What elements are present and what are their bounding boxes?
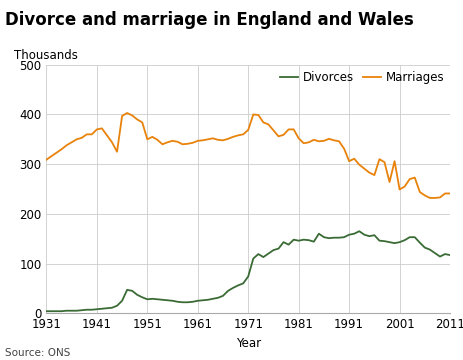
Divorces	[265, 251, 270, 256]
Marriages	[124, 111, 130, 115]
Marriages	[345, 159, 351, 163]
Divorces	[411, 235, 417, 239]
Marriages	[270, 128, 275, 132]
Legend: Divorces, Marriages: Divorces, Marriages	[280, 71, 443, 84]
Marriages	[411, 175, 417, 180]
Divorces	[446, 253, 452, 257]
X-axis label: Year: Year	[235, 337, 260, 350]
Text: Thousands: Thousands	[14, 49, 78, 62]
Divorces	[341, 235, 346, 239]
Text: Source: ONS: Source: ONS	[5, 348, 70, 358]
Marriages	[426, 196, 432, 200]
Divorces	[396, 240, 401, 244]
Divorces	[376, 239, 382, 243]
Marriages	[44, 158, 49, 162]
Line: Divorces: Divorces	[46, 231, 449, 311]
Divorces	[44, 309, 49, 313]
Divorces	[295, 239, 301, 243]
Divorces	[356, 229, 361, 233]
Marriages	[376, 157, 382, 161]
Marriages	[396, 187, 401, 192]
Text: Divorce and marriage in England and Wales: Divorce and marriage in England and Wale…	[5, 11, 413, 29]
Marriages	[300, 141, 306, 145]
Line: Marriages: Marriages	[46, 113, 449, 198]
Marriages	[446, 191, 452, 195]
